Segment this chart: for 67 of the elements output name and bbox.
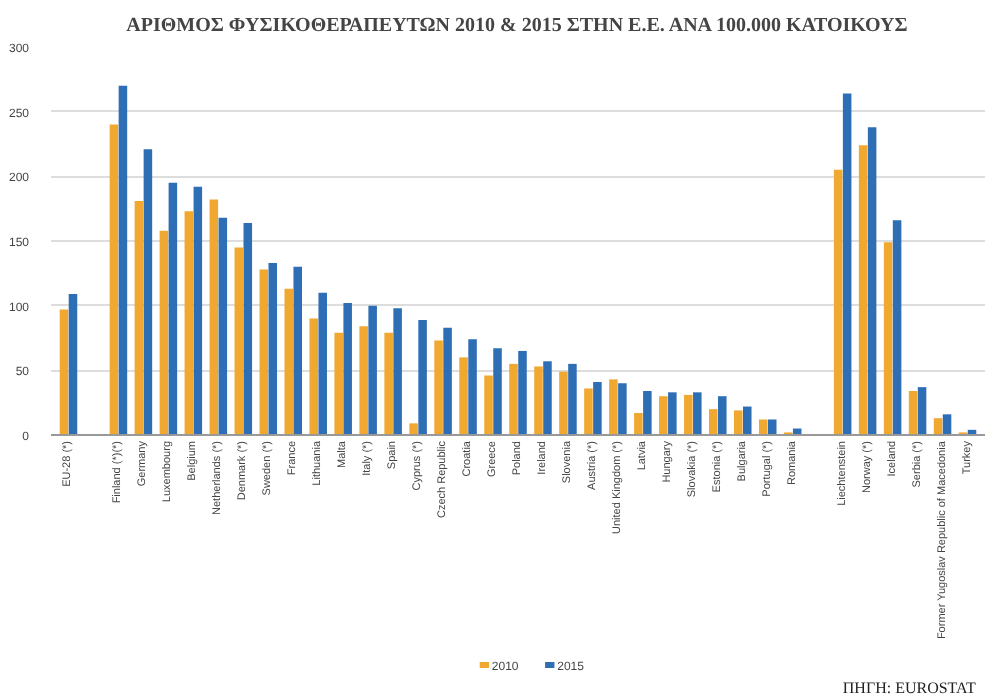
- bar: [842, 93, 852, 435]
- bar: [643, 391, 652, 435]
- bar: [733, 410, 743, 435]
- bar: [917, 387, 927, 435]
- bar: [393, 308, 402, 435]
- bar: [858, 145, 868, 435]
- bar: [668, 392, 677, 435]
- bar: [908, 391, 918, 435]
- bar: [509, 363, 518, 435]
- bar: [284, 288, 294, 435]
- bar: [459, 357, 468, 435]
- bar: [584, 388, 593, 435]
- bar: [343, 303, 352, 435]
- bar: [609, 379, 618, 435]
- bar: [334, 332, 343, 435]
- bar: [543, 361, 552, 435]
- bar: [767, 419, 777, 435]
- bar: [709, 409, 718, 435]
- bar: [134, 200, 144, 435]
- bar: [484, 375, 493, 435]
- bar: [883, 242, 893, 435]
- bar: [634, 413, 643, 435]
- bar: [68, 294, 78, 435]
- text: ΠΗΓΗ: EUROSTAT: [842, 679, 976, 697]
- bar: [293, 266, 303, 435]
- bar: [259, 269, 269, 435]
- chart-title: ΑΡΙΘΜΟΣ ΦΥΣΙΚΟΘΕΡΑΠΕΥΤΩΝ 2010 & 2015 ΣΤΗΝ Ε.Ε. ΑΝΑ 100.000 ΚΑΤΟΙΚΟΥΣ: [126, 15, 909, 37]
- bar: [359, 326, 368, 435]
- bar: [143, 149, 153, 435]
- bar: [559, 371, 568, 435]
- bar: [942, 414, 952, 435]
- bar: [109, 124, 119, 435]
- bar: [59, 309, 69, 435]
- bar: [742, 406, 752, 435]
- bar: [493, 348, 502, 435]
- bar: [468, 339, 477, 435]
- bar: [118, 85, 128, 435]
- bar: [867, 127, 877, 435]
- bar: [168, 182, 178, 435]
- bar: [684, 394, 693, 435]
- bar: [268, 262, 278, 435]
- bar: [243, 222, 253, 435]
- bar: [659, 396, 668, 435]
- bar: [184, 211, 194, 435]
- bar: [384, 332, 393, 435]
- bar: [193, 186, 203, 435]
- bar: [892, 220, 902, 435]
- bar: [209, 199, 219, 435]
- bar: [368, 305, 377, 435]
- bar: [693, 392, 702, 435]
- bar: [758, 419, 768, 435]
- bar: [518, 350, 527, 435]
- bar: [593, 381, 602, 435]
- bar: [833, 169, 843, 435]
- bar: [443, 327, 452, 435]
- bar: [309, 318, 318, 435]
- bar: [568, 363, 577, 435]
- bar: [418, 319, 427, 435]
- bar: [434, 340, 443, 435]
- bar: [234, 247, 244, 435]
- bar: [218, 217, 228, 435]
- bar: [618, 383, 627, 435]
- bar: [159, 230, 169, 435]
- bar: [534, 366, 543, 435]
- bar: [718, 396, 727, 435]
- bar: [409, 423, 418, 435]
- bar: [318, 292, 327, 435]
